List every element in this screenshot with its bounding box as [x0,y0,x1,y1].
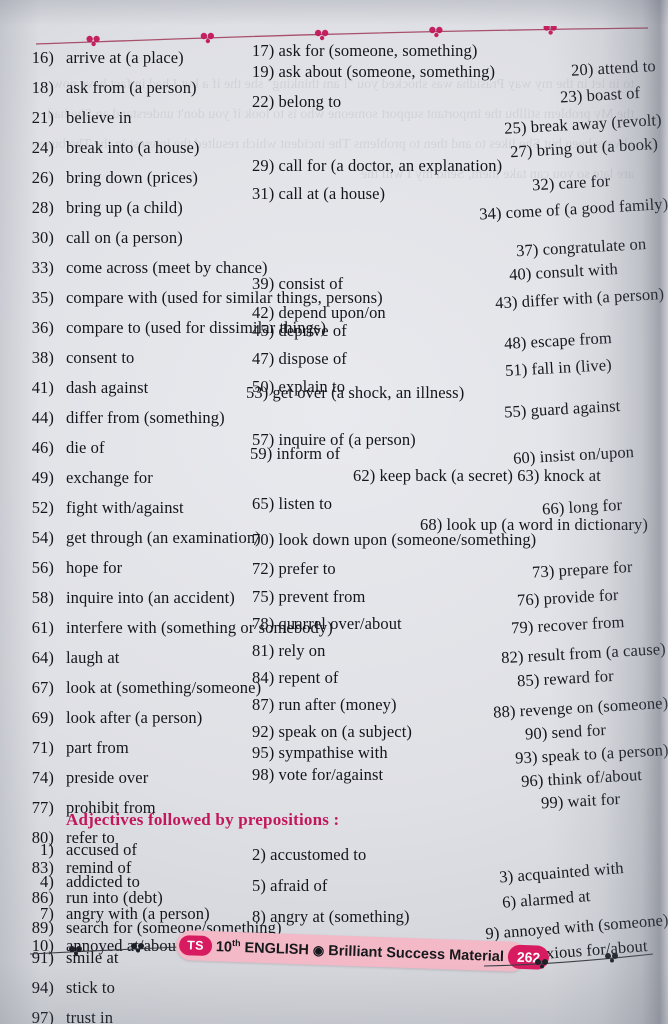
list-item: 61) interfere with (something or somebody… [31,618,333,637]
list-item: 94) stick to [31,978,115,997]
list-item: 28) bring up (a child) [31,198,183,217]
list-item: 45) deprive of [252,321,347,340]
list-item: 71) part from [31,738,129,757]
list-item: 68) look up (a word in dictionary) [420,515,648,534]
list-item: 77) prohibit from [31,798,156,817]
list-item: 24) break into (a house) [31,138,200,157]
list-item: 81) rely on [252,641,326,660]
list-item: 33) come across (meet by chance) [31,258,268,277]
list-item: 47) dispose of [252,349,347,368]
list-item: 26) bring down (prices) [31,168,199,187]
list-item: 5) afraid of [252,876,328,895]
verbs-left-column: 16) arrive at (a place) 18) ask from (a pe… [0,48,668,1024]
list-item: 4) addicted to [40,872,140,891]
list-item: 7) angry with (a person) [40,904,210,923]
list-item: 54) get through (an examination) [31,528,261,547]
list-item: 52) fight with/against [31,498,184,517]
list-item: 42) depend upon/on [252,303,386,322]
list-item: 31) call at (a house) [252,184,386,203]
list-item: 72) prefer to [252,559,336,578]
list-item: 86) run into (debt) [31,888,163,907]
list-item: 49) exchange for [31,468,153,487]
list-item: 21) believe in [31,108,132,127]
list-item: 22) belong to [252,92,342,111]
list-item: 50) explain to [252,377,346,396]
list-item: 19) ask about (someone, something) [252,62,496,81]
list-item: 78) quarrel over/about [252,614,402,633]
list-item: 38) consent to [31,348,135,367]
list-item: 53) get over (a shock, an illness) [246,383,465,402]
list-item: 69) look after (a person) [31,708,203,727]
section-heading: Adjectives followed by prepositions : [66,810,340,829]
list-item: 1) accused of [40,840,138,859]
circle-dot-icon: ◉ [312,942,325,958]
list-item: 44) differ from (something) [31,408,225,427]
list-item: 64) laugh at [31,648,120,667]
list-item: 84) repent of [252,668,339,687]
list-item: 75) prevent from [252,587,366,606]
footer-title: 10th ENGLISH ◉ Brilliant Success Materia… [215,937,505,966]
footer-rule-right [484,952,654,972]
list-item: 80) refer to [31,828,115,847]
state-tag: TS [178,935,213,957]
page-footer: TS 10th ENGLISH ◉ Brilliant Success Mate… [0,929,668,982]
list-item: 2) accustomed to [252,845,367,864]
list-item: 46) die of [31,438,105,457]
list-item: 65) listen to [252,494,333,513]
list-item: 98) vote for/against [252,765,384,784]
footer-banner: TS 10th ENGLISH ◉ Brilliant Success Mate… [175,929,550,973]
list-item: 92) speak on (a subject) [252,722,413,741]
list-item: 16) arrive at (a place) [31,48,184,67]
list-item: 29) call for (a doctor, an explanation) [252,156,503,175]
list-item: 41) dash against [31,378,149,397]
list-item: 56) hope for [31,558,123,577]
list-item: 67) look at (something/someone) [31,678,262,697]
list-item: 87) run after (money) [252,695,397,714]
list-item: 62) keep back (a secret) 63) knock at [353,466,601,485]
list-item: 58) inquire into (an accident) [31,588,235,607]
list-item: 30) call on (a person) [31,228,183,247]
list-item: 17) ask for (someone, something) [252,41,478,60]
page-top-shading [0,0,668,26]
list-item: 35) compare with (used for similar things… [31,288,383,307]
list-item: 95) sympathise with [252,743,388,762]
list-item: 39) consist of [252,274,344,293]
list-item: 36) compare to (used for dissimilar thing… [31,318,327,337]
list-item: 18) ask from (a person) [31,78,197,97]
list-item: 8) angry at (something) [252,907,410,926]
list-item: 57) inquire of (a person) [252,430,416,449]
list-item: 83) remind of [31,858,132,877]
list-item: 74) preside over [31,768,149,787]
top-decorative-rule [34,26,650,48]
list-item: 97) trust in [31,1008,114,1024]
list-item: 70) look down upon (someone/something) [252,530,537,549]
list-item: 59) inform of [250,444,341,463]
